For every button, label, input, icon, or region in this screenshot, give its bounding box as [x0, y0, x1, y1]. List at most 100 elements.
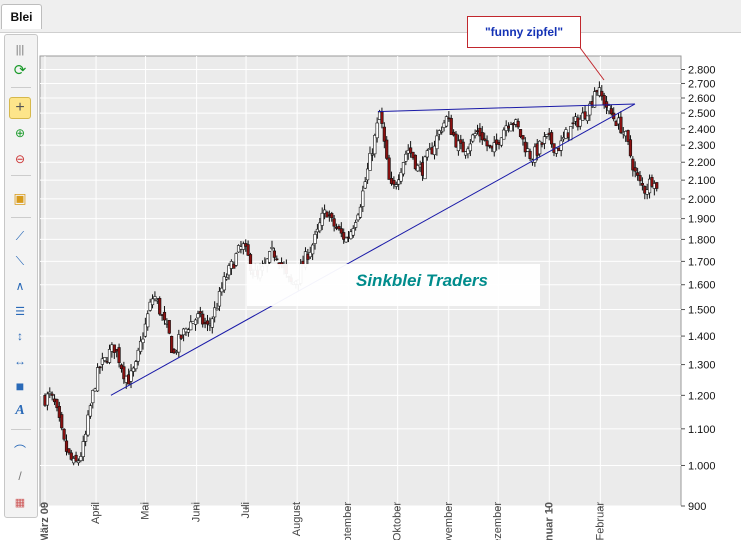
candle-body — [423, 156, 427, 180]
candle-body — [179, 334, 183, 339]
candle-body — [103, 357, 107, 361]
candle-body — [456, 140, 461, 152]
candle-body — [55, 399, 59, 409]
zoom-out-icon[interactable]: ⊖ — [14, 152, 26, 166]
candle-body — [88, 405, 93, 417]
candle-body — [270, 247, 274, 249]
candle-body — [246, 244, 250, 256]
candle-body — [162, 311, 167, 321]
text-tool-icon[interactable]: A — [15, 403, 25, 418]
screen-icon[interactable]: ▣ — [13, 189, 27, 206]
grid-lines — [40, 56, 681, 507]
y-tick-label: 2.800 — [688, 64, 716, 76]
grip-icon[interactable]: ||| — [15, 44, 25, 56]
y-tick-label: 900 — [688, 501, 706, 513]
candle-body — [100, 358, 104, 365]
candle-body — [201, 313, 205, 325]
candle-body — [339, 228, 343, 234]
candle-body — [234, 253, 238, 266]
candle-body — [449, 118, 453, 135]
candle-body — [344, 237, 348, 243]
candle-body — [454, 133, 458, 148]
candle-body — [382, 126, 386, 142]
candle-body — [363, 181, 367, 189]
candle-body — [655, 182, 659, 189]
candle-body — [373, 135, 377, 155]
candle-body — [69, 452, 73, 460]
zoom-in-icon[interactable]: ⊕ — [14, 126, 26, 140]
x-month-label: Oktober — [392, 502, 404, 540]
refresh-icon[interactable]: ⟳ — [13, 62, 27, 79]
candle-body — [526, 148, 530, 152]
candle-body — [50, 393, 54, 396]
crosshair-icon[interactable]: + — [9, 97, 31, 119]
candle-body — [177, 334, 181, 353]
candle-body — [452, 131, 456, 136]
candle-body — [342, 232, 346, 240]
grid-icon[interactable]: ▦ — [14, 496, 26, 509]
candle-body — [95, 367, 100, 392]
candle-body — [67, 448, 71, 454]
candle-body — [146, 313, 150, 328]
x-month-label: Dezember — [492, 502, 504, 540]
callout-pointer — [577, 44, 605, 81]
candle-body — [626, 130, 630, 142]
y-tick-label: 1.000 — [688, 460, 716, 472]
candle-body — [375, 122, 379, 139]
x-month-label: September — [342, 502, 354, 540]
candle-body — [215, 308, 219, 311]
x-month-label: Juli — [240, 502, 252, 519]
candle-body — [516, 121, 520, 128]
candle-body — [399, 172, 403, 182]
y-tick-label: 1.500 — [688, 305, 716, 317]
candle-body — [365, 168, 370, 181]
watermark-text: Sinkblei Traders — [356, 271, 488, 290]
candle-body — [225, 277, 229, 280]
curve-tool-icon[interactable]: ⌒ — [13, 443, 26, 458]
candle-body — [571, 122, 575, 125]
y-tick-label: 1.200 — [688, 390, 716, 402]
candle-body — [636, 172, 640, 176]
vertical-line-icon[interactable]: ↕ — [17, 329, 23, 343]
rectangle-tool-icon[interactable]: ■ — [15, 378, 25, 394]
candle-body — [628, 139, 633, 157]
candle-body — [523, 141, 527, 153]
pen-tool-icon[interactable]: / — [18, 469, 22, 483]
candle-body — [392, 179, 396, 185]
tab-blei[interactable]: Blei — [1, 4, 42, 29]
angle-tool-icon[interactable]: ∧ — [15, 279, 25, 293]
candle-body — [619, 116, 623, 134]
candle-body — [313, 233, 317, 244]
candle-body — [401, 162, 406, 175]
candle-body — [210, 318, 214, 328]
toolbar-divider — [11, 175, 31, 176]
candle-body — [81, 441, 85, 457]
candle-body — [198, 311, 202, 314]
candle-body — [196, 313, 200, 319]
candle-body — [466, 148, 470, 155]
candle-body — [232, 263, 236, 269]
candle-body — [117, 347, 121, 364]
line-tool-icon[interactable]: ⟋ — [15, 228, 25, 243]
candle-body — [217, 291, 222, 307]
toolbar-divider — [11, 217, 31, 218]
candle-body — [222, 276, 226, 291]
horizontal-line-icon[interactable]: ↔ — [14, 354, 26, 368]
callout-note: "funny zipfel" — [467, 16, 581, 48]
candle-body — [311, 244, 315, 255]
x-month-label: Mai — [140, 502, 152, 520]
fibonacci-tool-icon[interactable]: ☰ — [15, 305, 25, 318]
candle-body — [337, 226, 341, 230]
toolbar-divider — [11, 429, 31, 430]
candle-body — [459, 139, 463, 144]
candle-body — [91, 390, 95, 404]
candle-body — [440, 131, 444, 133]
watermark-box — [247, 264, 540, 306]
candle-body — [227, 265, 231, 276]
x-month-label: Juni — [191, 502, 203, 522]
candle-body — [213, 307, 217, 318]
ruler-tool-icon[interactable]: ⟍ — [15, 253, 25, 268]
candle-body — [549, 132, 554, 145]
candle-body — [74, 454, 78, 462]
y-tick-label: 1.700 — [688, 256, 716, 268]
